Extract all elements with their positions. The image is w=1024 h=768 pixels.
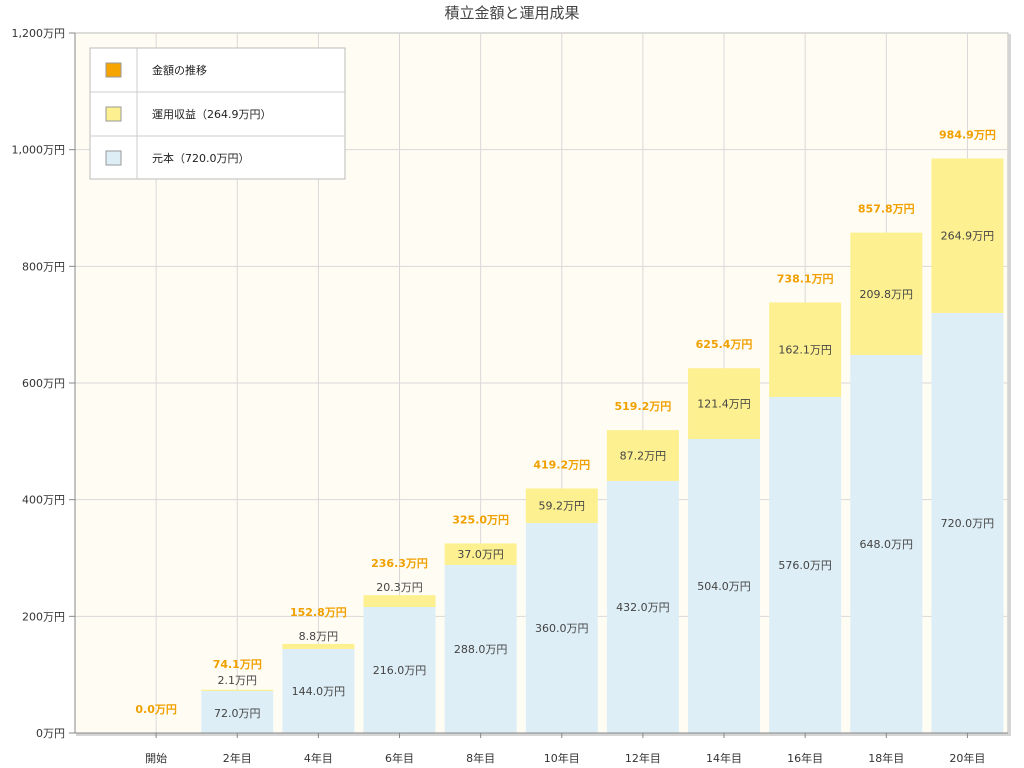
x-axis: 開始 2年目 4年目 6年目 8年目 10年目 12年目 14年目 16年目 18年目 20年目 xyxy=(75,732,1008,765)
bar-principal xyxy=(931,313,1004,733)
x-tick-label: 開始 xyxy=(145,751,167,765)
bar-label-principal: 576.0万円 xyxy=(778,559,832,572)
plot-frame-shadow-right xyxy=(1008,34,1011,735)
bar-label-total: 0.0万円 xyxy=(135,703,177,716)
bar-label-total: 419.2万円 xyxy=(533,458,590,471)
x-tick-label: 6年目 xyxy=(385,751,414,765)
bar-principal xyxy=(688,439,761,733)
bar-label-principal: 720.0万円 xyxy=(941,517,995,530)
bar-label-income: 59.2万円 xyxy=(539,500,586,513)
x-tick-label: 4年目 xyxy=(304,751,333,765)
bar-label-income: 37.0万円 xyxy=(457,548,504,561)
x-tick-label: 16年目 xyxy=(787,751,823,765)
y-tick-label: 200万円 xyxy=(22,610,65,623)
bar-label-income: 8.8万円 xyxy=(299,630,339,643)
bar-label-income: 162.1万円 xyxy=(778,344,832,357)
bar-label-total: 325.0万円 xyxy=(452,513,509,526)
bar-principal xyxy=(850,355,923,733)
bar-principal xyxy=(769,397,842,733)
x-tick-label: 18年目 xyxy=(868,751,904,765)
bar-income xyxy=(850,232,923,355)
bar-label-income: 87.2万円 xyxy=(620,450,667,463)
bar-principal xyxy=(525,523,598,733)
bar-label-income: 121.4万円 xyxy=(697,398,751,411)
bar-label-principal: 504.0万円 xyxy=(697,580,751,593)
bar-label-total: 738.1万円 xyxy=(777,272,834,285)
bar-income xyxy=(525,488,598,523)
bars xyxy=(201,158,1004,733)
bar-label-principal: 648.0万円 xyxy=(860,538,914,551)
bar-principal xyxy=(606,481,679,733)
y-tick-label: 1,200万円 xyxy=(12,27,66,40)
bar-label-income: 20.3万円 xyxy=(376,581,423,594)
bar-label-total: 984.9万円 xyxy=(939,128,996,141)
y-tick-label: 600万円 xyxy=(22,377,65,390)
bar-label-principal: 144.0万円 xyxy=(292,685,346,698)
x-tick-label: 10年目 xyxy=(544,751,580,765)
y-axis: 0万円 200万円 400万円 600万円 800万円 1,000万円 1,200万円 xyxy=(12,27,76,740)
bar-label-principal: 360.0万円 xyxy=(535,622,589,635)
legend-label-income: 運用収益（264.9万円） xyxy=(152,107,272,121)
bar-label-principal: 216.0万円 xyxy=(373,664,427,677)
y-tick-label: 1,000万円 xyxy=(12,144,66,157)
bar-label-income: 264.9万円 xyxy=(941,230,995,243)
x-tick-label: 12年目 xyxy=(625,751,661,765)
bar-principal xyxy=(363,607,436,733)
bar-income xyxy=(201,689,274,691)
x-tick-label: 14年目 xyxy=(706,751,742,765)
bar-label-income: 209.8万円 xyxy=(860,288,914,301)
bar-label-income: 2.1万円 xyxy=(218,674,258,687)
legend-label-totals: 金額の推移 xyxy=(152,63,207,77)
bar-income xyxy=(606,430,679,481)
chart-title: 積立金額と運用成果 xyxy=(444,4,579,22)
bar-label-total: 152.8万円 xyxy=(290,606,347,619)
bar-income xyxy=(688,368,761,439)
legend-box xyxy=(89,47,346,180)
bar-income xyxy=(282,643,355,649)
bar-label-total: 857.8万円 xyxy=(858,203,915,216)
bar-labels: 0.0万円 72.0万円 2.1万円 74.1万円 144.0万円 8.8万円 152.8万… xyxy=(135,128,995,720)
plot-frame-shadow-bottom xyxy=(76,733,1011,736)
legend-label-principal: 元本（720.0万円） xyxy=(152,151,250,165)
bar-principal xyxy=(444,565,517,733)
x-tick-label: 20年目 xyxy=(949,751,985,765)
legend-swatch-totals xyxy=(105,62,122,78)
y-tick-label: 0万円 xyxy=(36,727,65,740)
bar-label-principal: 72.0万円 xyxy=(214,707,261,720)
legend: 金額の推移 運用収益（264.9万円） 元本（720.0万円） xyxy=(89,47,346,180)
bar-income xyxy=(444,543,517,565)
legend-swatch-principal xyxy=(105,150,122,166)
bar-label-total: 625.4万円 xyxy=(696,338,753,351)
y-tick-label: 800万円 xyxy=(22,260,65,273)
x-tick-label: 8年目 xyxy=(466,751,495,765)
bar-label-total: 74.1万円 xyxy=(213,658,262,671)
legend-swatch-income xyxy=(105,106,122,122)
y-tick-label: 400万円 xyxy=(22,494,65,507)
bar-label-total: 519.2万円 xyxy=(615,400,672,413)
bar-principal xyxy=(201,691,274,733)
bar-income xyxy=(769,302,842,397)
bar-label-total: 236.3万円 xyxy=(371,557,428,570)
bar-principal xyxy=(282,649,355,733)
x-tick-label: 2年目 xyxy=(223,751,252,765)
bar-income xyxy=(363,595,436,607)
bar-label-principal: 288.0万円 xyxy=(454,643,508,656)
bar-label-principal: 432.0万円 xyxy=(616,601,670,614)
bar-income xyxy=(931,158,1004,313)
